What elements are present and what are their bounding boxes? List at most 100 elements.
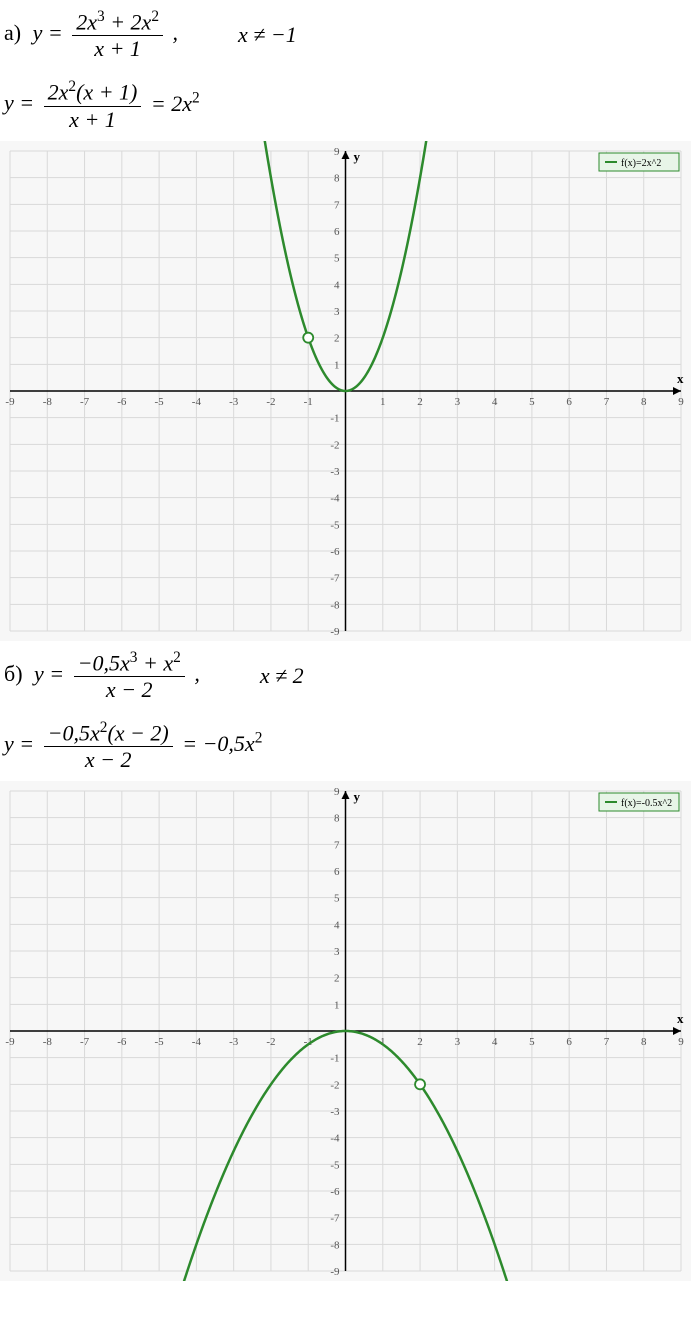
svg-text:9: 9 [334,146,340,158]
num-a: 2x3 + 2x2 [72,8,163,36]
svg-text:-4: -4 [192,1036,202,1048]
chart-b: -9 -8 -7 -6 -5 -4 -3 -2 -1 1 2 3 4 5 6 7 8 9 -9 -8 -7 -6 -5 -4 -… [0,781,691,1281]
chart-a: -9 -8 -7 -6 -5 -4 -3 -2 -1 1 2 3 4 5 6 7 8 9 -9 -8 -7 -6 -5 -4 -… [0,141,691,641]
problem-a-line2: y = 2x2(x + 1) x + 1 = 2x2 [0,70,691,140]
svg-text:-2: -2 [330,1080,339,1092]
svg-text:5: 5 [334,252,340,264]
svg-text:-1: -1 [304,396,313,408]
lhs-b: y = [34,661,70,686]
problem-a-line1: а) y = 2x3 + 2x2 x + 1 , x ≠ −1 [0,0,691,70]
svg-text:4: 4 [492,396,498,408]
svg-text:-7: -7 [80,396,90,408]
num-a2: 2x2(x + 1) [44,78,142,106]
svg-text:-7: -7 [330,572,340,584]
fraction-a2: 2x2(x + 1) x + 1 [44,78,142,132]
den-b2: x − 2 [81,747,136,773]
svg-text:-3: -3 [330,466,340,478]
svg-text:-9: -9 [330,626,340,638]
svg-text:-4: -4 [192,396,202,408]
svg-text:-2: -2 [330,439,339,451]
svg-text:-9: -9 [5,396,15,408]
svg-text:f(x)=2x^2: f(x)=2x^2 [621,158,661,169]
num-b2: −0,5x2(x − 2) [44,719,173,747]
domain-a: x ≠ −1 [238,22,297,48]
svg-text:-8: -8 [330,1240,340,1252]
svg-text:4: 4 [492,1036,498,1048]
svg-text:-3: -3 [229,396,239,408]
fraction-b2: −0,5x2(x − 2) x − 2 [44,719,173,773]
svg-text:-7: -7 [330,1213,340,1225]
svg-text:-5: -5 [330,1160,340,1172]
svg-text:y: y [354,789,361,804]
svg-text:5: 5 [529,1036,535,1048]
fraction-b: −0,5x3 + x2 x − 2 [74,649,185,703]
svg-text:8: 8 [641,1036,647,1048]
svg-text:-3: -3 [229,1036,239,1048]
svg-text:8: 8 [641,396,647,408]
svg-text:-8: -8 [43,396,53,408]
den-b: x − 2 [102,677,157,703]
svg-text:1: 1 [380,396,386,408]
svg-text:-6: -6 [330,546,340,558]
result-a: = 2x2 [151,91,200,116]
svg-text:f(x)=-0.5x^2: f(x)=-0.5x^2 [621,798,672,809]
svg-text:4: 4 [334,279,340,291]
svg-text:-3: -3 [330,1106,340,1118]
svg-text:y: y [354,149,361,164]
svg-text:9: 9 [678,396,684,408]
svg-text:1: 1 [334,1000,340,1012]
svg-text:5: 5 [529,396,535,408]
svg-text:x: x [677,371,684,386]
svg-text:-2: -2 [266,396,275,408]
svg-text:2: 2 [417,396,423,408]
svg-text:-9: -9 [5,1036,15,1048]
svg-text:-6: -6 [117,1036,127,1048]
svg-text:1: 1 [334,359,340,371]
svg-text:-5: -5 [330,519,340,531]
svg-text:2: 2 [334,332,340,344]
svg-text:x: x [677,1011,684,1026]
svg-text:4: 4 [334,920,340,932]
problem-b-line2: y = −0,5x2(x − 2) x − 2 = −0,5x2 [0,711,691,781]
label-a: а) [4,20,21,45]
svg-text:-5: -5 [155,1036,165,1048]
num-b: −0,5x3 + x2 [74,649,185,677]
svg-text:7: 7 [334,840,340,852]
svg-text:2: 2 [417,1036,423,1048]
svg-text:-6: -6 [117,396,127,408]
svg-text:9: 9 [334,786,340,798]
svg-text:-8: -8 [43,1036,53,1048]
comma-b: , [194,661,200,686]
svg-text:8: 8 [334,813,340,825]
svg-text:-1: -1 [330,412,339,424]
svg-text:-5: -5 [155,396,165,408]
lhs2: y = [4,91,40,116]
svg-text:3: 3 [334,946,340,958]
svg-text:6: 6 [334,866,340,878]
svg-text:7: 7 [604,396,610,408]
fraction-a: 2x3 + 2x2 x + 1 [72,8,163,62]
svg-text:-9: -9 [330,1266,340,1278]
svg-text:-4: -4 [330,1133,340,1145]
svg-text:3: 3 [455,396,461,408]
svg-text:-7: -7 [80,1036,90,1048]
label-b: б) [4,661,23,686]
den-a: x + 1 [90,36,145,62]
svg-text:-6: -6 [330,1186,340,1198]
svg-text:7: 7 [604,1036,610,1048]
domain-b: x ≠ 2 [260,663,304,689]
svg-text:6: 6 [566,396,572,408]
svg-text:-1: -1 [330,1053,339,1065]
lhs-b2: y = [4,731,40,756]
svg-text:3: 3 [455,1036,461,1048]
svg-text:5: 5 [334,893,340,905]
svg-text:2: 2 [334,973,340,985]
svg-text:6: 6 [334,226,340,238]
lhs: y = [33,20,69,45]
svg-text:-8: -8 [330,599,340,611]
svg-text:7: 7 [334,199,340,211]
den-a2: x + 1 [65,107,120,133]
svg-text:-4: -4 [330,492,340,504]
comma: , [173,20,179,45]
svg-text:-2: -2 [266,1036,275,1048]
